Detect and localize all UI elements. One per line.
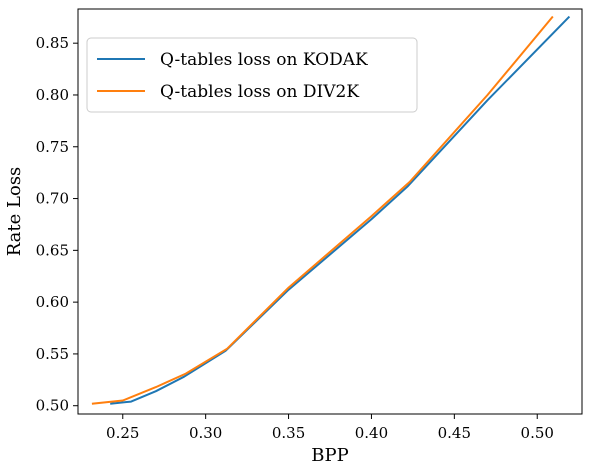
x-tick-label: 0.40	[355, 424, 388, 442]
x-tick-label: 0.45	[438, 424, 471, 442]
legend-label-kodak: Q-tables loss on KODAK	[160, 50, 368, 70]
y-tick-label: 0.85	[36, 34, 69, 52]
legend-label-div2k: Q-tables loss on DIV2K	[160, 82, 359, 102]
y-tick-label: 0.60	[36, 293, 69, 311]
y-axis-label: Rate Loss	[4, 167, 25, 257]
legend-box	[86, 37, 418, 113]
y-axis-ticks: 0.50 0.55 0.60 0.65 0.70 0.75 0.80 0.85	[36, 34, 78, 415]
y-tick-label: 0.75	[36, 138, 69, 156]
plot-frame	[77, 8, 583, 415]
series-lines	[91, 15, 571, 405]
y-tick-label: 0.70	[36, 190, 69, 208]
series-line-div2k	[91, 15, 554, 405]
x-tick-label: 0.35	[272, 424, 305, 442]
x-tick-label: 0.30	[189, 424, 222, 442]
y-tick-label: 0.65	[36, 241, 69, 259]
legend: Q-tables loss on KODAK Q-tables loss on …	[86, 37, 418, 113]
x-tick-label: 0.50	[521, 424, 554, 442]
y-tick-label: 0.80	[36, 86, 69, 104]
x-axis-label: BPP	[311, 445, 348, 466]
y-tick-label: 0.50	[36, 397, 69, 415]
x-tick-label: 0.25	[106, 424, 139, 442]
x-axis-ticks: 0.25 0.30 0.35 0.40 0.45 0.50	[106, 414, 554, 442]
y-tick-label: 0.55	[36, 345, 69, 363]
